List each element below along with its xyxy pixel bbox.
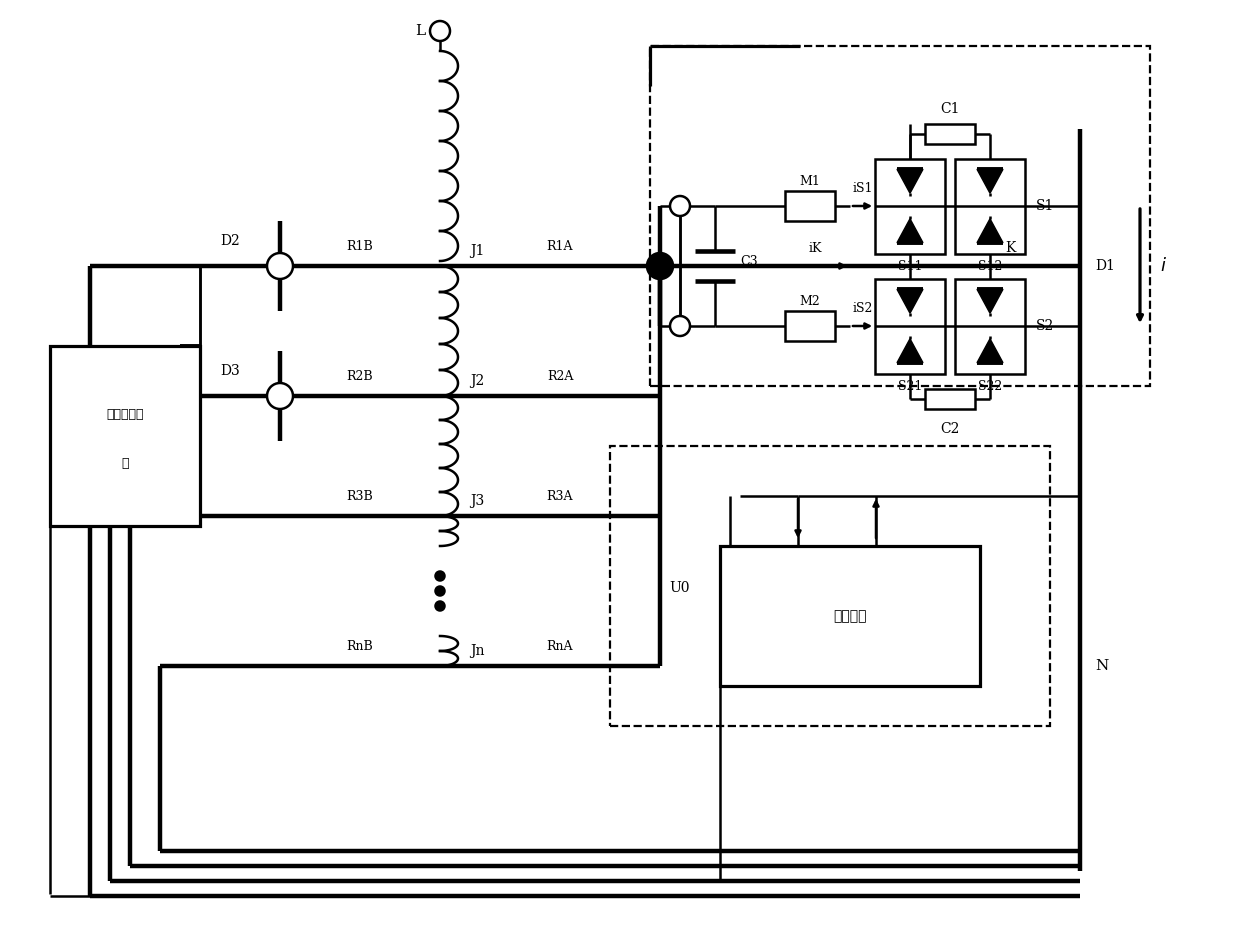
Text: R3B: R3B [347, 489, 373, 502]
Text: J1: J1 [470, 244, 485, 258]
Bar [785, 311, 835, 341]
Text: $i$: $i$ [1159, 257, 1167, 275]
Circle shape [267, 253, 293, 279]
Text: R3A: R3A [547, 489, 573, 502]
Text: C2: C2 [940, 422, 960, 435]
Circle shape [435, 602, 444, 610]
Bar [925, 124, 975, 144]
Text: K: K [1004, 241, 1016, 255]
Circle shape [267, 383, 293, 409]
Text: D3: D3 [221, 364, 239, 378]
Circle shape [435, 587, 444, 595]
Polygon shape [897, 219, 923, 243]
Polygon shape [897, 339, 923, 362]
Text: S2: S2 [1035, 319, 1054, 333]
Text: C1: C1 [940, 101, 960, 115]
Text: RnA: RnA [547, 639, 573, 653]
Bar [955, 278, 1025, 374]
Text: D1: D1 [1095, 259, 1115, 273]
Text: J2: J2 [470, 374, 485, 388]
Text: M1: M1 [800, 174, 821, 187]
Text: S22: S22 [978, 380, 1002, 393]
Circle shape [430, 21, 450, 41]
Text: S11: S11 [898, 260, 923, 273]
Text: S12: S12 [978, 260, 1002, 273]
Text: N: N [1095, 659, 1109, 673]
Text: L: L [415, 24, 425, 38]
Text: iS2: iS2 [853, 302, 873, 314]
Circle shape [647, 253, 673, 279]
Text: R1A: R1A [547, 239, 573, 253]
Polygon shape [977, 289, 1003, 313]
Bar [925, 389, 975, 409]
Polygon shape [897, 169, 923, 193]
Text: RnB: RnB [347, 639, 373, 653]
Text: Jn: Jn [470, 644, 485, 658]
Polygon shape [977, 169, 1003, 193]
Circle shape [435, 571, 444, 581]
Bar [610, 446, 1050, 726]
Text: S1: S1 [1035, 199, 1054, 213]
Polygon shape [977, 219, 1003, 243]
Bar [875, 278, 945, 374]
Polygon shape [897, 289, 923, 313]
Bar [720, 546, 980, 686]
Text: iS1: iS1 [853, 182, 873, 195]
Text: 元: 元 [122, 457, 129, 469]
Text: S21: S21 [898, 380, 923, 393]
Text: iK: iK [808, 241, 822, 254]
Bar [785, 191, 835, 221]
Circle shape [670, 196, 689, 216]
Circle shape [670, 316, 689, 336]
Bar [650, 46, 1149, 386]
Text: R2A: R2A [547, 370, 573, 382]
Bar [955, 159, 1025, 254]
Text: C3: C3 [740, 254, 758, 268]
Text: R2B: R2B [347, 370, 373, 382]
Text: U0: U0 [670, 581, 691, 595]
Bar [50, 346, 200, 526]
Text: M2: M2 [800, 294, 821, 307]
Text: J3: J3 [470, 494, 485, 508]
Polygon shape [977, 339, 1003, 362]
Text: 控制回路: 控制回路 [833, 609, 867, 623]
Text: R1B: R1B [347, 239, 373, 253]
Text: 控制电源单: 控制电源单 [107, 408, 144, 421]
Text: D2: D2 [221, 234, 239, 248]
Bar [875, 159, 945, 254]
